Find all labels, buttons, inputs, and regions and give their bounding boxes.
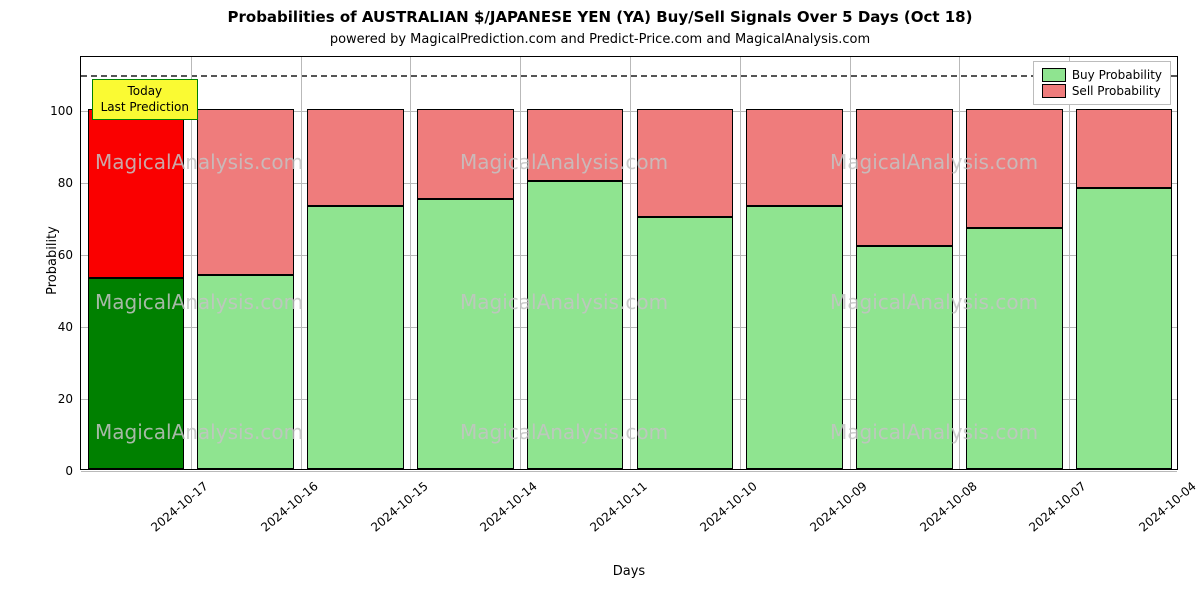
x-tick-label: 2024-10-08 bbox=[917, 479, 979, 535]
buy-bar bbox=[88, 278, 185, 469]
x-tick-label: 2024-10-17 bbox=[148, 479, 210, 535]
legend-swatch bbox=[1042, 84, 1066, 98]
bar-group bbox=[307, 55, 404, 469]
x-tick-label: 2024-10-14 bbox=[478, 479, 540, 535]
bar-group bbox=[856, 55, 953, 469]
buy-bar bbox=[197, 275, 294, 469]
legend-label: Buy Probability bbox=[1072, 68, 1162, 82]
legend-label: Sell Probability bbox=[1072, 84, 1161, 98]
buy-bar bbox=[1076, 188, 1173, 469]
sell-bar bbox=[527, 109, 624, 181]
x-tick-label: 2024-10-15 bbox=[368, 479, 430, 535]
today-annotation-line1: Today bbox=[101, 84, 189, 100]
gridline-vertical bbox=[850, 57, 851, 469]
gridline-vertical bbox=[1069, 57, 1070, 469]
y-tick-label: 80 bbox=[58, 176, 73, 190]
x-tick-label: 2024-10-11 bbox=[587, 479, 649, 535]
x-tick-label: 2024-10-10 bbox=[697, 479, 759, 535]
legend: Buy Probability Sell Probability bbox=[1033, 61, 1171, 105]
bar-group bbox=[1076, 55, 1173, 469]
chart-title: Probabilities of AUSTRALIAN $/JAPANESE Y… bbox=[0, 8, 1200, 26]
y-tick-label: 40 bbox=[58, 320, 73, 334]
sell-bar bbox=[746, 109, 843, 206]
gridline-vertical bbox=[740, 57, 741, 469]
bar-group bbox=[746, 55, 843, 469]
bar-group bbox=[197, 55, 294, 469]
x-tick-label: 2024-10-07 bbox=[1027, 479, 1089, 535]
sell-bar bbox=[197, 109, 294, 275]
legend-swatch bbox=[1042, 68, 1066, 82]
legend-item: Buy Probability bbox=[1042, 68, 1162, 82]
buy-bar bbox=[856, 246, 953, 469]
buy-bar bbox=[637, 217, 734, 469]
today-annotation-line2: Last Prediction bbox=[101, 100, 189, 116]
x-tick-label: 2024-10-16 bbox=[258, 479, 320, 535]
sell-bar bbox=[966, 109, 1063, 228]
plot-area: 0204060801002024-10-172024-10-162024-10-… bbox=[80, 56, 1178, 470]
gridline-vertical bbox=[520, 57, 521, 469]
sell-bar bbox=[417, 109, 514, 199]
y-tick-label: 0 bbox=[65, 464, 73, 478]
bar-group bbox=[637, 55, 734, 469]
gridline-vertical bbox=[630, 57, 631, 469]
y-tick-label: 20 bbox=[58, 392, 73, 406]
y-tick-label: 60 bbox=[58, 248, 73, 262]
bar-group bbox=[966, 55, 1063, 469]
bar-group bbox=[417, 55, 514, 469]
y-axis-label: Probability bbox=[45, 226, 60, 295]
gridline bbox=[81, 471, 1177, 472]
legend-item: Sell Probability bbox=[1042, 84, 1162, 98]
buy-bar bbox=[746, 206, 843, 469]
y-tick-label: 100 bbox=[50, 104, 73, 118]
sell-bar bbox=[856, 109, 953, 246]
today-annotation: TodayLast Prediction bbox=[92, 79, 198, 120]
buy-bar bbox=[307, 206, 404, 469]
gridline-vertical bbox=[959, 57, 960, 469]
sell-bar bbox=[88, 109, 185, 278]
buy-bar bbox=[417, 199, 514, 469]
gridline-vertical bbox=[301, 57, 302, 469]
sell-bar bbox=[1076, 109, 1173, 188]
chart-subtitle: powered by MagicalPrediction.com and Pre… bbox=[0, 32, 1200, 47]
chart-figure: Probabilities of AUSTRALIAN $/JAPANESE Y… bbox=[0, 0, 1200, 600]
sell-bar bbox=[307, 109, 404, 206]
x-tick-label: 2024-10-09 bbox=[807, 479, 869, 535]
bar-group bbox=[527, 55, 624, 469]
x-axis-label: Days bbox=[80, 564, 1178, 579]
buy-bar bbox=[966, 228, 1063, 469]
buy-bar bbox=[527, 181, 624, 469]
sell-bar bbox=[637, 109, 734, 217]
gridline-vertical bbox=[410, 57, 411, 469]
x-tick-label: 2024-10-04 bbox=[1136, 479, 1198, 535]
